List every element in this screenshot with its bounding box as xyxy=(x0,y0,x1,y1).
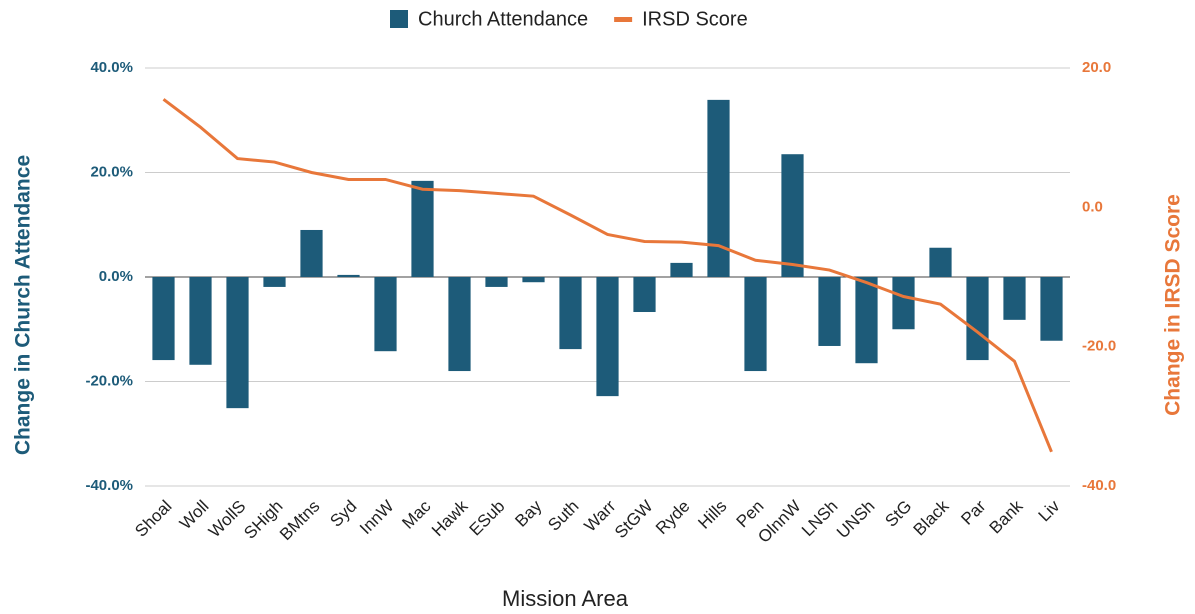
bar xyxy=(966,277,989,361)
bar xyxy=(596,277,619,397)
x-tick-label: Hawk xyxy=(428,496,472,540)
bar xyxy=(707,99,730,277)
y2-tick-label: 0.0 xyxy=(1082,198,1103,215)
x-tick-label: StGW xyxy=(611,497,656,542)
x-axis-title: Mission Area xyxy=(502,586,629,611)
y-tick-label: -40.0% xyxy=(85,477,133,494)
x-tick-label: Bay xyxy=(511,496,546,531)
bar xyxy=(892,277,915,330)
y-tick-label: 20.0% xyxy=(90,163,133,180)
bar xyxy=(670,262,693,277)
x-tick-label: Black xyxy=(910,496,953,539)
x-tick-label: InnW xyxy=(356,497,397,538)
bar xyxy=(744,277,767,372)
bar xyxy=(559,277,582,350)
legend-swatch xyxy=(614,17,633,22)
bar xyxy=(929,247,952,277)
bar xyxy=(818,277,841,346)
y2-axis-title: Change in IRSD Score xyxy=(1162,194,1185,416)
x-tick-label: Suth xyxy=(544,497,582,535)
y-axis-title: Change in Church Attendance xyxy=(12,155,35,455)
bar xyxy=(189,277,212,365)
x-tick-label: Liv xyxy=(1035,496,1064,525)
legend-label: Church Attendance xyxy=(418,8,588,30)
bar xyxy=(1040,277,1063,341)
x-tick-label: OlnnW xyxy=(754,497,804,547)
line xyxy=(162,98,1053,453)
x-tick-label: SHigh xyxy=(240,497,286,543)
x-tick-label: Hills xyxy=(694,497,730,533)
y-tick-label: 40.0% xyxy=(90,59,133,76)
legend-label: IRSD Score xyxy=(642,8,748,30)
bar xyxy=(226,277,249,409)
x-tick-label: Ryde xyxy=(652,497,693,538)
x-tick-label: Shoal xyxy=(131,497,175,541)
bar xyxy=(448,277,471,372)
y-tick-label: -20.0% xyxy=(85,372,133,389)
bar xyxy=(1003,277,1026,320)
bar xyxy=(522,277,545,283)
bar xyxy=(633,277,656,313)
x-tick-label: BMtns xyxy=(276,497,324,545)
bar xyxy=(337,274,360,277)
bar xyxy=(374,277,397,352)
bar xyxy=(781,154,804,277)
x-tick-label: UNSh xyxy=(833,497,879,543)
bar xyxy=(485,277,508,287)
x-tick-label: Syd xyxy=(326,497,360,531)
bar xyxy=(300,229,323,277)
y-tick-label: 0.0% xyxy=(99,268,133,285)
y2-tick-label: -20.0 xyxy=(1082,338,1116,355)
bar xyxy=(152,277,175,361)
legend-swatch xyxy=(390,10,408,28)
x-tick-label: LNSh xyxy=(798,497,842,541)
bar xyxy=(411,180,434,277)
x-tick-label: Bank xyxy=(986,496,1027,537)
y2-tick-label: 20.0 xyxy=(1082,59,1111,76)
y2-tick-label: -40.0 xyxy=(1082,477,1116,494)
x-tick-label: ESub xyxy=(466,497,509,540)
bar xyxy=(263,277,286,287)
bar xyxy=(855,277,878,364)
x-tick-label: WollS xyxy=(205,497,250,542)
